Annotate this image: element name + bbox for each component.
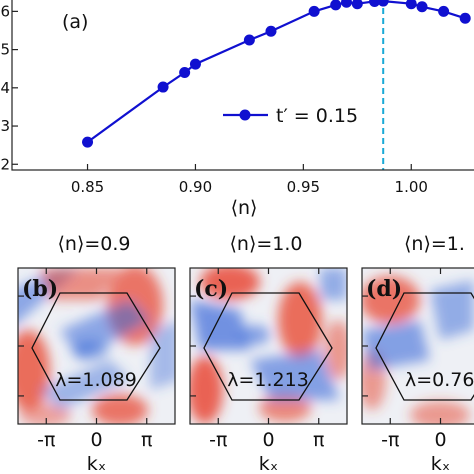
heatmap-b-hexagon (31, 292, 161, 401)
data-point (369, 0, 381, 7)
data-point (377, 0, 389, 7)
heatmap-x-tick-label: -π (209, 429, 227, 451)
x-tick-label: 0.95 (287, 178, 320, 196)
heatmap-x-tick-label: π (313, 429, 324, 451)
legend: t′ = 0.15 (223, 105, 358, 127)
panel-title-d: ⟨n⟩=1. (404, 233, 465, 255)
heatmap-x-axis-label: kₓ (431, 453, 450, 474)
heatmap-d: (d) λ=0.76 (361, 267, 474, 425)
heatmap-x-tick-label: 0 (262, 429, 274, 451)
legend-label: t′ = 0.15 (276, 105, 358, 127)
series-line (86, 0, 466, 143)
heatmap-x-axis-label: kₓ (87, 453, 106, 474)
heatmap-c-hexagon (203, 292, 333, 401)
data-point (179, 67, 191, 79)
lambda-d: λ=0.76 (405, 369, 474, 391)
heatmap-x-tick-label: 0 (434, 429, 446, 451)
line-chart-axes: 0.85 0.90 0.95 1.00 .02 .03 .04 .05 .06 (0, 2, 428, 196)
heatmap-axes: -π 0 πkₓ-π 0 πkₓ-π 0kₓ (18, 268, 450, 474)
heatmap-b: (b) λ=1.089 (17, 267, 176, 425)
panel-title-b: ⟨n⟩=0.9 (57, 233, 130, 255)
heatmap-d-hexagon (375, 292, 474, 401)
data-point (438, 5, 450, 17)
data-point (308, 5, 320, 17)
x-axis-label: ⟨n⟩ (231, 197, 258, 219)
x-tick-label: 1.00 (395, 178, 428, 196)
data-point (243, 34, 255, 46)
data-point (157, 81, 169, 93)
plot-frame (11, 0, 474, 171)
panel-title-c: ⟨n⟩=1.0 (229, 233, 302, 255)
y-tick-label: .02 (0, 155, 10, 173)
data-point (341, 0, 353, 8)
lambda-b: λ=1.089 (55, 369, 137, 391)
heatmap-x-tick-label: π (141, 429, 152, 451)
data-point (330, 0, 342, 11)
data-point (405, 0, 417, 10)
y-tick-label: .04 (0, 79, 10, 97)
panel-label-a: (a) (62, 11, 88, 33)
y-tick-label: .06 (0, 2, 10, 20)
heatmap-c: (c) λ=1.213 (189, 267, 348, 425)
data-point (265, 25, 277, 37)
data-point (82, 136, 94, 148)
heatmap-x-tick-label: -π (37, 429, 55, 451)
data-point (459, 12, 471, 24)
heatmap-x-axis-label: kₓ (259, 453, 278, 474)
heatmap-b-field (18, 268, 175, 424)
heatmap-d-field (362, 276, 474, 424)
x-tick-label: 0.85 (71, 178, 104, 196)
data-point (416, 1, 428, 13)
line-plot-area (82, 0, 471, 170)
heatmap-x-tick-label: 0 (90, 429, 102, 451)
line-chart: 0.850.900.951.00.02.03.04.05.06 (a) ⟨n⟩ … (0, 0, 474, 219)
y-tick-label: .03 (0, 117, 10, 135)
data-point (189, 58, 201, 70)
x-tick-label: 0.90 (179, 178, 212, 196)
data-point (351, 0, 363, 10)
heatmap-c-field (190, 268, 347, 424)
y-tick-label: .05 (0, 41, 10, 59)
heatmap-x-tick-label: -π (381, 429, 399, 451)
panel-label-b: (b) (22, 276, 58, 302)
legend-marker (239, 109, 251, 121)
panel-label-d: (d) (366, 276, 402, 302)
panel-label-c: (c) (194, 276, 228, 302)
lambda-c: λ=1.213 (227, 369, 309, 391)
